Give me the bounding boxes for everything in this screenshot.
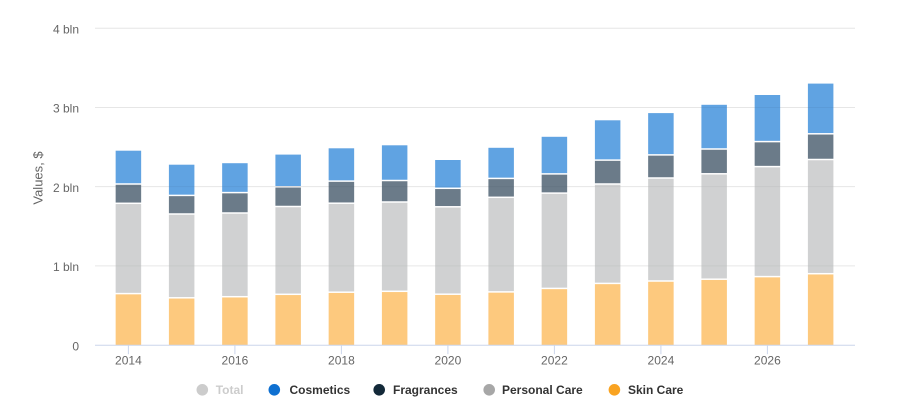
svg-text:Total: Total — [216, 383, 244, 397]
svg-text:Skin Care: Skin Care — [628, 383, 684, 397]
svg-text:Personal Care: Personal Care — [502, 383, 583, 397]
svg-text:2026: 2026 — [754, 354, 781, 368]
svg-text:2024: 2024 — [648, 354, 675, 368]
svg-text:2 bln: 2 bln — [53, 181, 79, 195]
svg-text:2014: 2014 — [115, 354, 142, 368]
svg-text:2016: 2016 — [222, 354, 249, 368]
svg-text:1 bln: 1 bln — [53, 260, 79, 274]
svg-text:2018: 2018 — [328, 354, 355, 368]
svg-text:Cosmetics: Cosmetics — [290, 383, 351, 397]
svg-text:2020: 2020 — [435, 354, 462, 368]
svg-text:Fragrances: Fragrances — [393, 383, 458, 397]
svg-text:0: 0 — [72, 339, 79, 353]
svg-text:3 bln: 3 bln — [53, 102, 79, 116]
svg-text:Values, $: Values, $ — [31, 151, 46, 205]
svg-text:2022: 2022 — [541, 354, 568, 368]
svg-text:4 bln: 4 bln — [53, 23, 79, 37]
